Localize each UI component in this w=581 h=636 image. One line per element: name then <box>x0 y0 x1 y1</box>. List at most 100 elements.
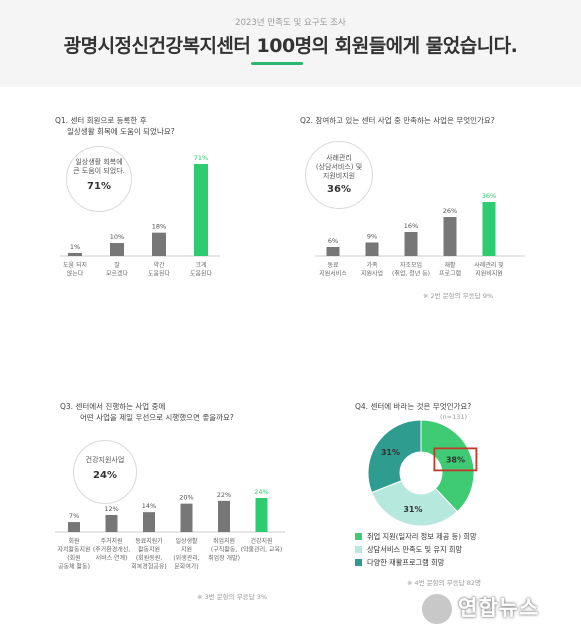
category-label: 도움된다 <box>190 270 213 278</box>
q1-bubble-percent: 71% <box>87 181 111 192</box>
bar <box>482 202 496 256</box>
q2-title-line: Q2. 참여하고 있는 센터 사업 중 만족하는 사업은 무엇인가요? <box>300 116 495 125</box>
q3-bubble-line: 건강지원사업 <box>85 456 125 464</box>
slice-value-label: 31% <box>381 448 400 457</box>
donut-slice <box>367 419 422 494</box>
value-label: 20% <box>179 494 193 502</box>
q4-legend-item: 상담서비스 만족도 및 유지 희망 <box>355 543 477 556</box>
legend-swatch <box>355 546 362 553</box>
category-label: 문화여가) <box>174 563 198 571</box>
category-label: 도움된다 <box>148 270 171 278</box>
value-label: 18% <box>152 223 166 231</box>
legend-label: 다양한 재활프로그램 희망 <box>367 557 445 567</box>
q4-legend: 취업 지원(일자리 정보 제공 등) 희망 상담서비스 만족도 및 유지 희망 … <box>355 530 477 569</box>
q1-title-line: Q1. 센터 회원으로 등록한 후 <box>55 116 147 125</box>
header-banner: 2023년 만족도 및 요구도 조사 광명시정신건강복지센터 100명의 회원들… <box>0 0 581 87</box>
category-label: 취업장 개발) <box>208 554 240 562</box>
q3-bubble-percent: 24% <box>93 470 117 481</box>
q4-sample-size: (n=131) <box>440 413 468 421</box>
q3-title-line: Q3. 센터에서 진행하는 사업 중에 <box>60 402 166 411</box>
bar <box>152 232 166 256</box>
watermark-logo-icon <box>420 592 454 626</box>
category-label: 활동지원 <box>138 546 160 554</box>
value-label: 6% <box>328 237 338 245</box>
category-label: 지원사업 <box>361 270 383 278</box>
category-label: (구직활동, <box>211 546 237 554</box>
q1-bubble-line: 일상생활 회복에 <box>75 158 123 166</box>
legend-label: 취업 지원(일자리 정보 제공 등) 희망 <box>367 531 477 541</box>
category-label: 회원 <box>68 537 79 545</box>
bar <box>105 515 118 532</box>
value-label: 9% <box>367 233 377 241</box>
category-label: 도움 되지 <box>63 261 87 269</box>
title-underline <box>251 62 303 65</box>
q4-note: ※ 4번 문항의 무응답 82명 <box>407 579 481 587</box>
category-label: 동료 <box>327 262 339 269</box>
watermark: 연합뉴스 <box>420 588 580 632</box>
donut-slice <box>371 480 458 527</box>
slice-value-label: 38% <box>446 455 465 464</box>
donut-slice <box>420 419 475 513</box>
category-label: 않는다 <box>67 270 84 278</box>
survey-subtitle: 2023년 만족도 및 요구도 조사 <box>235 18 346 28</box>
category-label: 일상생활 <box>175 537 198 545</box>
category-label: (주거환경개선, <box>93 546 130 554</box>
q4-title-line: Q4. 센터에 바라는 것은 무엇인가요? <box>355 402 472 411</box>
q4-legend-item: 취업 지원(일자리 정보 제공 등) 희망 <box>355 530 477 543</box>
category-label: 자치활동지원 <box>57 546 90 554</box>
value-label: 22% <box>217 491 231 499</box>
value-label: 14% <box>142 502 156 510</box>
q4-title: Q4. 센터에 바라는 것은 무엇인가요? <box>355 401 471 412</box>
bar <box>326 247 340 256</box>
q1-title-line: 일상생활 회복에 도움이 되었나요? <box>67 127 175 136</box>
bar <box>180 503 193 532</box>
bar <box>68 522 80 532</box>
value-label: 24% <box>254 488 268 496</box>
q1-bubble: 일상생활 회복에 큰 도움이 되었다. 71% <box>66 146 132 212</box>
q1-bubble-line: 큰 도움이 되었다. <box>73 167 125 175</box>
category-label: 가족 <box>366 261 378 269</box>
q2-bubble-line: 지원비지원 <box>322 172 356 180</box>
q4-legend-item: 다양한 재활프로그램 희망 <box>355 556 477 569</box>
category-label: 크게 <box>195 261 206 269</box>
q1-title: Q1. 센터 회원으로 등록한 후 일상생활 회복에 도움이 되었나요? <box>55 115 175 137</box>
bar <box>443 217 457 256</box>
q3-title: Q3. 센터에서 진행하는 사업 중에 어떤 사업을 제일 우선으로 시행했으면… <box>60 401 234 423</box>
q2-bubble-line: (상담서비스) 및 <box>315 163 363 171</box>
bar <box>255 498 268 532</box>
category-label: 지원 <box>181 546 192 554</box>
value-label: 7% <box>69 512 79 520</box>
bar <box>110 243 124 256</box>
legend-swatch <box>355 559 362 566</box>
q2-bubble-line: 사례관리 <box>326 154 352 162</box>
category-label: 재활 <box>444 261 456 269</box>
category-label: (회원동원, <box>136 554 162 562</box>
bar <box>143 512 155 532</box>
slice-value-label: 31% <box>403 505 422 514</box>
category-label: 주거지원 <box>100 537 122 545</box>
q2-bubble: 사례관리 (상담서비스) 및 지원비지원 36% <box>305 141 373 209</box>
category-label: 취업지원 <box>213 537 235 545</box>
bar <box>218 500 230 532</box>
category-label: 자조모임 <box>400 261 422 269</box>
page-title: 광명시정신건강복지센터 100명의 회원들에게 물었습니다. <box>63 35 518 57</box>
bar <box>194 164 208 256</box>
category-label: (회원 <box>67 554 80 562</box>
highlight-box <box>433 447 478 472</box>
category-label: 약간 <box>153 261 165 269</box>
bar <box>404 232 418 256</box>
q2-title: Q2. 참여하고 있는 센터 사업 중 만족하는 사업은 무엇인가요? <box>300 115 495 126</box>
bar <box>365 242 379 256</box>
bar <box>68 253 82 256</box>
category-label: 건강지원 <box>250 537 272 545</box>
value-label: 71% <box>194 154 208 162</box>
category-label: 사례관리 및 <box>474 261 504 269</box>
value-label: 10% <box>110 233 124 241</box>
value-label: 26% <box>443 207 457 215</box>
category-label: 모르겠다 <box>106 270 129 278</box>
category-label: 프로그램 <box>439 271 461 278</box>
category-label: 공동체 활동) <box>58 563 90 571</box>
